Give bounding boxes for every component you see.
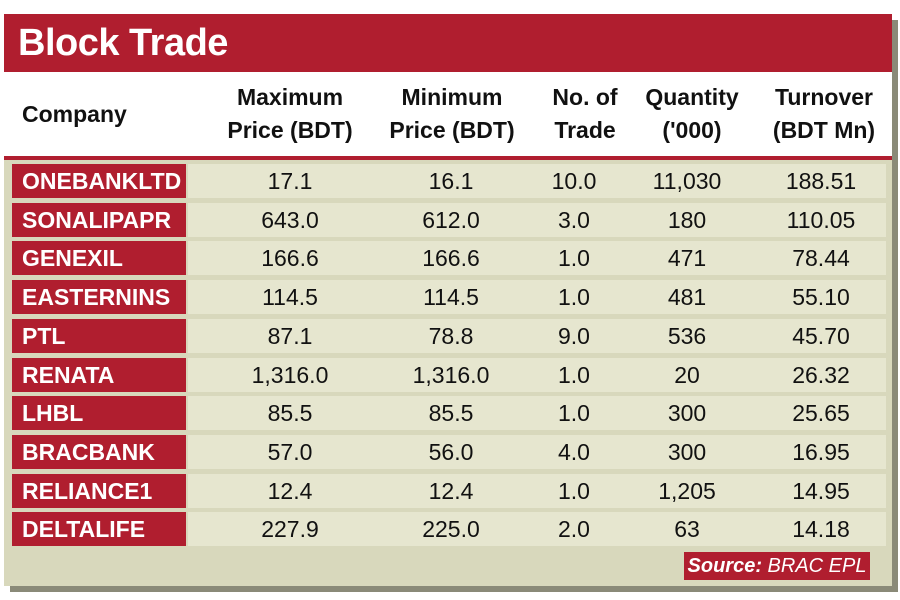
turnover-cell: 14.18 (792, 516, 850, 542)
max-price-cell: 57.0 (267, 439, 313, 465)
min-price-cell: 612.0 (422, 207, 480, 233)
company-cell: DELTALIFE (12, 512, 186, 546)
no-of-trade-cell: 2.0 (558, 516, 590, 542)
table-row: GENEXIL 166.6 166.6 1.0 471 78.44 (12, 241, 886, 275)
no-of-trade-cell: 10.0 (551, 168, 597, 194)
max-price-cell: 643.0 (261, 207, 319, 233)
quantity-cell: 180 (667, 207, 707, 233)
min-price-cell: 225.0 (422, 516, 480, 542)
row-background (188, 203, 886, 237)
min-price-cell: 1,316.0 (412, 362, 490, 388)
company-cell: PTL (12, 319, 186, 353)
min-price-cell: 166.6 (422, 245, 480, 271)
header-divider (4, 156, 892, 160)
turnover-cell: 16.95 (792, 439, 850, 465)
quantity-cell: 11,030 (652, 168, 722, 194)
turnover-cell: 78.44 (792, 245, 850, 271)
quantity-cell: 63 (674, 516, 700, 542)
header-turnover: Turnover (BDT Mn) (772, 84, 876, 143)
min-price-cell: 78.8 (428, 323, 474, 349)
min-price-cell: 16.1 (428, 168, 474, 194)
turnover-cell: 14.95 (792, 478, 850, 504)
quantity-cell: 536 (667, 323, 707, 349)
company-cell: EASTERNINS (12, 280, 186, 314)
turnover-cell: 188.51 (785, 168, 857, 194)
chart-title: Block Trade (18, 22, 228, 64)
title-bar: Block Trade (4, 14, 892, 72)
turnover-cell: 45.70 (792, 323, 850, 349)
header-no-of-trade: No. of Trade (552, 84, 618, 143)
quantity-cell: 1,205 (658, 478, 716, 504)
table-row: BRACBANK 57.0 56.0 4.0 300 16.95 (12, 435, 886, 469)
table-row: ONEBANKLTD 17.1 16.1 10.0 11,030 188.51 (12, 164, 886, 198)
max-price-cell: 1,316.0 (251, 362, 329, 388)
no-of-trade-cell: 1.0 (558, 284, 590, 310)
no-of-trade-cell: 1.0 (558, 362, 590, 388)
company-cell: RENATA (12, 358, 186, 392)
row-background (188, 435, 886, 469)
table-row: PTL 87.1 78.8 9.0 536 45.70 (12, 319, 886, 353)
company-cell: BRACBANK (12, 435, 186, 469)
row-background (188, 164, 886, 198)
no-of-trade-cell: 1.0 (558, 478, 590, 504)
no-of-trade-cell: 1.0 (558, 245, 590, 271)
turnover-cell: 26.32 (792, 362, 850, 388)
max-price-cell: 85.5 (267, 400, 313, 426)
max-price-cell: 17.1 (267, 168, 313, 194)
header-quantity: Quantity ('000) (645, 84, 739, 143)
block-trade-panel: Block Trade Company Maximum Price (BDT) … (4, 14, 892, 586)
turnover-cell: 110.05 (786, 207, 856, 233)
table-header: Company Maximum Price (BDT) Minimum Pric… (4, 72, 892, 156)
min-price-cell: 56.0 (428, 439, 474, 465)
no-of-trade-cell: 3.0 (558, 207, 590, 233)
company-cell: SONALIPAPR (12, 203, 186, 237)
table-row: DELTALIFE 227.9 225.0 2.0 63 14.18 (12, 512, 886, 546)
max-price-cell: 12.4 (267, 478, 313, 504)
header-max-price: Maximum Price (BDT) (227, 84, 353, 143)
quantity-cell: 300 (667, 400, 707, 426)
min-price-cell: 12.4 (428, 478, 474, 504)
no-of-trade-cell: 9.0 (558, 323, 590, 349)
max-price-cell: 166.6 (261, 245, 319, 271)
row-background (188, 319, 886, 353)
turnover-cell: 55.10 (792, 284, 850, 310)
quantity-cell: 20 (674, 362, 700, 388)
row-background (188, 512, 886, 546)
turnover-cell: 25.65 (792, 400, 850, 426)
quantity-cell: 471 (667, 245, 707, 271)
header-min-price: Minimum Price (BDT) (389, 84, 515, 143)
min-price-cell: 114.5 (423, 284, 479, 310)
row-background (188, 241, 886, 275)
company-cell: RELIANCE1 (12, 474, 186, 508)
quantity-cell: 481 (667, 284, 707, 310)
no-of-trade-cell: 4.0 (558, 439, 590, 465)
no-of-trade-cell: 1.0 (558, 400, 590, 426)
company-cell: ONEBANKLTD (12, 164, 186, 198)
quantity-cell: 300 (667, 439, 707, 465)
row-background (188, 396, 886, 430)
table-row: LHBL 85.5 85.5 1.0 300 25.65 (12, 396, 886, 430)
max-price-cell: 87.1 (267, 323, 313, 349)
row-background (188, 358, 886, 392)
company-cell: GENEXIL (12, 241, 186, 275)
row-background (188, 474, 886, 508)
table-row: RELIANCE1 12.4 12.4 1.0 1,205 14.95 (12, 474, 886, 508)
source-badge: Source: BRAC EPL (684, 552, 870, 580)
max-price-cell: 227.9 (261, 516, 319, 542)
table-row: EASTERNINS 114.5 114.5 1.0 481 55.10 (12, 280, 886, 314)
header-company: Company (22, 100, 127, 127)
max-price-cell: 114.5 (262, 284, 318, 310)
table-row: SONALIPAPR 643.0 612.0 3.0 180 110.05 (12, 203, 886, 237)
source-label: Source: (687, 555, 762, 577)
source-value: BRAC EPL (767, 555, 867, 577)
company-cell: LHBL (12, 396, 186, 430)
min-price-cell: 85.5 (428, 400, 474, 426)
row-background (188, 280, 886, 314)
table-row: RENATA 1,316.0 1,316.0 1.0 20 26.32 (12, 358, 886, 392)
